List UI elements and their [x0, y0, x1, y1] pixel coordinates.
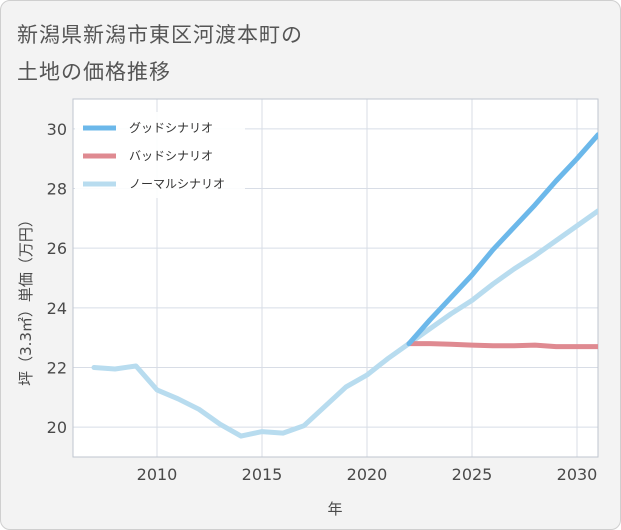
y-tick-label: 26: [47, 239, 67, 258]
legend-label: グッドシナリオ: [129, 121, 213, 135]
series-lines: [91, 132, 598, 439]
y-axis-label: 坪（3.3㎡）単価（万円）: [17, 212, 35, 386]
series-line-2: [91, 208, 598, 439]
series-line-1: [406, 341, 598, 350]
y-tick-label: 22: [47, 359, 67, 378]
x-tick-labels: 2010 2015 2020 2025 2030: [137, 465, 598, 484]
series-line-0: [406, 132, 598, 347]
legend-label: ノーマルシナリオ: [129, 177, 225, 191]
chart-title-line-2: 土地の価格推移: [17, 60, 171, 84]
chart-title-line-1: 新潟県新潟市東区河渡本町の: [17, 23, 303, 47]
y-tick-labels: 20 22 24 26 28 30: [47, 120, 67, 437]
y-tick-label: 28: [47, 180, 67, 199]
x-tick-label: 2030: [557, 465, 598, 484]
x-tick-label: 2020: [347, 465, 388, 484]
y-tick-label: 30: [47, 120, 67, 139]
y-tick-label: 24: [47, 299, 67, 318]
x-tick-label: 2015: [242, 465, 283, 484]
x-tick-label: 2010: [137, 465, 178, 484]
plot-border: [72, 98, 599, 458]
x-tick-label: 2025: [452, 465, 493, 484]
y-tick-label: 20: [47, 418, 67, 437]
legend-label: バッドシナリオ: [129, 149, 213, 163]
x-axis-label: 年: [327, 500, 342, 518]
